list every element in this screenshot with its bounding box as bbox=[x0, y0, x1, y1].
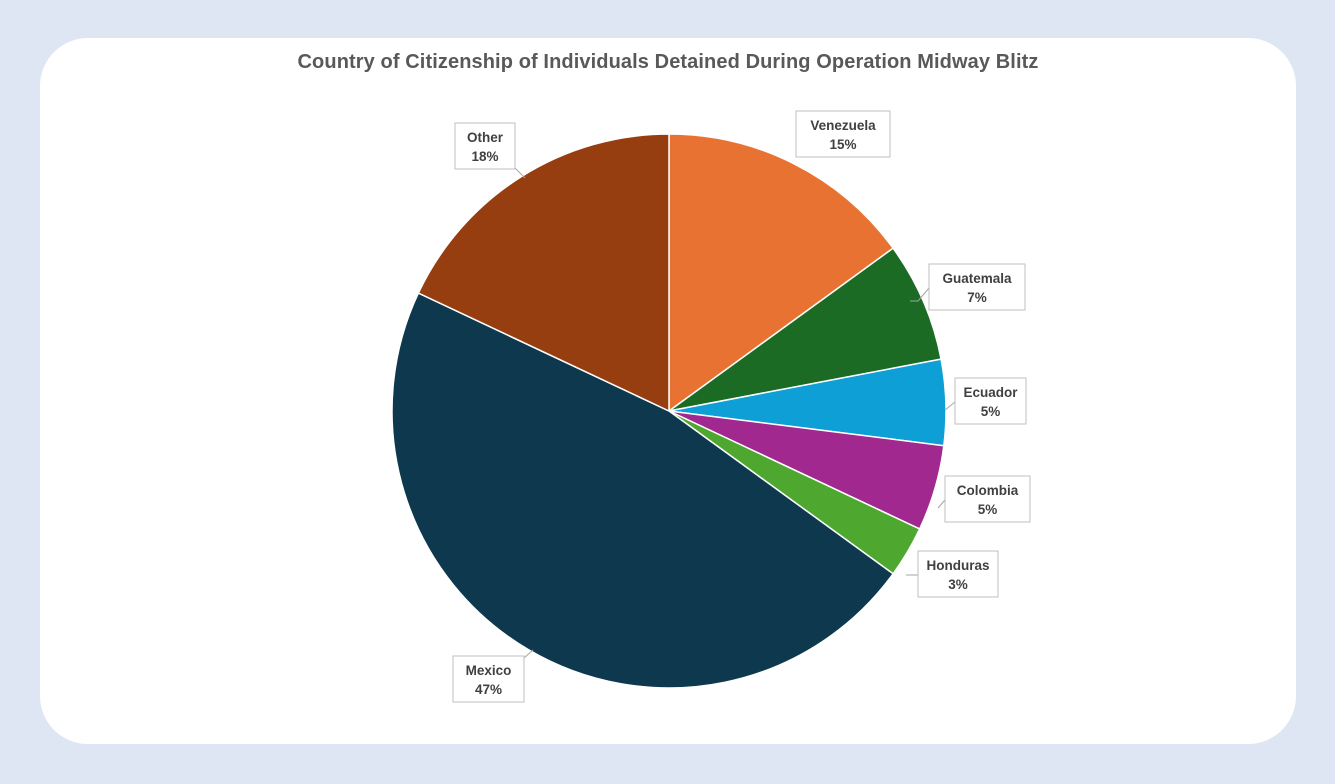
data-labels: Venezuela15%Guatemala7%Ecuador5%Colombia… bbox=[452, 110, 1031, 703]
data-label-value: 5% bbox=[981, 404, 1001, 419]
data-label-other: Other 18% bbox=[454, 122, 516, 170]
data-label-name: Ecuador bbox=[963, 385, 1018, 400]
data-label-ecuador: Ecuador 5% bbox=[954, 377, 1027, 425]
pie-slices bbox=[391, 133, 947, 689]
data-label-box bbox=[795, 110, 891, 158]
pie-chart: Venezuela15%Guatemala7%Ecuador5%Colombia… bbox=[391, 110, 1031, 703]
data-label-value: 5% bbox=[978, 502, 998, 517]
data-label-mexico: Mexico 47% bbox=[452, 655, 525, 703]
data-label-box bbox=[928, 263, 1026, 311]
pie-slice-venezuela bbox=[668, 133, 895, 413]
data-label-colombia: Colombia 5% bbox=[944, 475, 1031, 523]
data-label-box bbox=[917, 550, 999, 598]
data-label-name: Mexico bbox=[466, 663, 512, 678]
data-label-value: 15% bbox=[829, 137, 856, 152]
data-label-value: 47% bbox=[475, 682, 502, 697]
chart-card: Country of Citizenship of Individuals De… bbox=[40, 38, 1296, 744]
data-label-value: 7% bbox=[967, 290, 987, 305]
data-label-name: Honduras bbox=[926, 558, 989, 573]
data-label-box bbox=[944, 475, 1031, 523]
leader-line-ecuador bbox=[944, 401, 956, 411]
data-label-guatemala: Guatemala 7% bbox=[928, 263, 1026, 311]
data-label-name: Other bbox=[467, 130, 504, 145]
data-label-honduras: Honduras 3% bbox=[917, 550, 999, 598]
pie-slice-mexico bbox=[391, 292, 895, 689]
pie-slice-other bbox=[417, 133, 670, 413]
leader-line-colombia bbox=[937, 499, 946, 509]
pie-slice-guatemala bbox=[668, 247, 942, 412]
data-label-name: Venezuela bbox=[810, 118, 876, 133]
leader-line-other bbox=[514, 167, 526, 179]
chart-title: Country of Citizenship of Individuals De… bbox=[297, 51, 1039, 73]
data-label-value: 3% bbox=[948, 577, 968, 592]
leader-line-guatemala bbox=[910, 287, 930, 302]
leader-line-mexico bbox=[523, 649, 534, 659]
data-label-box bbox=[954, 377, 1027, 425]
data-label-venezuela: Venezuela 15% bbox=[795, 110, 891, 158]
data-label-name: Colombia bbox=[957, 483, 1019, 498]
data-label-name: Guatemala bbox=[942, 271, 1012, 286]
data-label-value: 18% bbox=[471, 149, 498, 164]
data-label-box bbox=[454, 122, 516, 170]
data-label-box bbox=[452, 655, 525, 703]
